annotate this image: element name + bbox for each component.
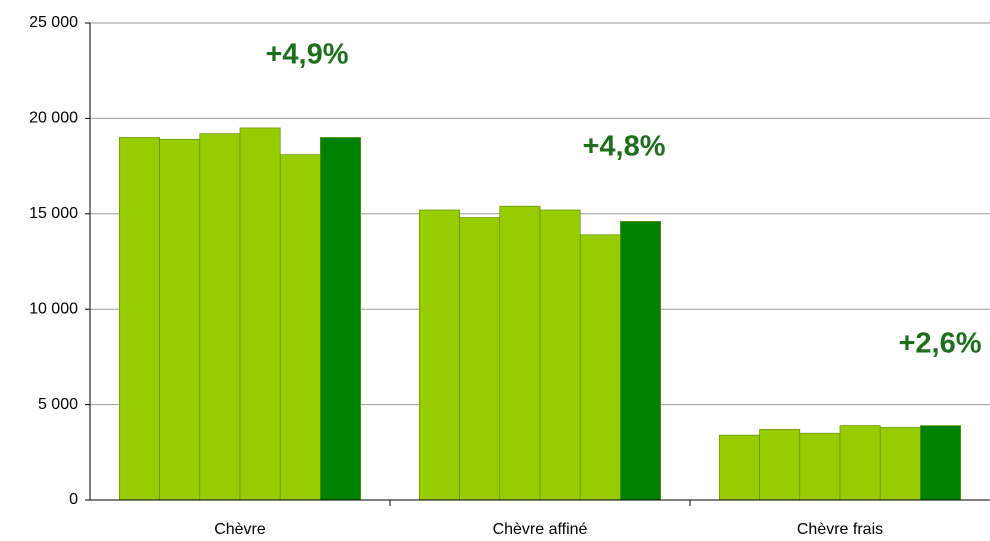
bar xyxy=(119,137,160,501)
x-tick-label: Chèvre affiné xyxy=(493,521,588,538)
bar xyxy=(320,137,361,501)
bar xyxy=(279,154,321,501)
y-tick-label: 10 000 xyxy=(29,300,78,317)
y-tick-label: 0 xyxy=(69,491,78,508)
y-tick-label: 15 000 xyxy=(29,205,78,222)
bar xyxy=(499,205,541,501)
bar xyxy=(719,434,760,501)
y-tick-label: 25 000 xyxy=(29,14,78,31)
bar xyxy=(539,209,581,501)
bar xyxy=(199,133,241,501)
bar xyxy=(579,234,621,501)
bar xyxy=(920,425,961,501)
annotation: +4,9% xyxy=(265,39,348,71)
bar xyxy=(759,429,801,501)
bar xyxy=(839,425,881,501)
x-tick-label: Chèvre xyxy=(214,521,266,538)
y-tick-label: 20 000 xyxy=(29,110,78,127)
bar xyxy=(239,127,281,501)
y-tick-label: 5 000 xyxy=(38,396,78,413)
annotation: +4,8% xyxy=(582,131,665,163)
bar xyxy=(879,427,921,501)
bar xyxy=(419,209,460,501)
x-tick-label: Chèvre frais xyxy=(797,521,883,538)
bar xyxy=(459,217,501,501)
bar xyxy=(159,139,201,501)
bar xyxy=(799,432,841,501)
annotation: +2,6% xyxy=(898,328,981,360)
bar xyxy=(620,221,661,501)
